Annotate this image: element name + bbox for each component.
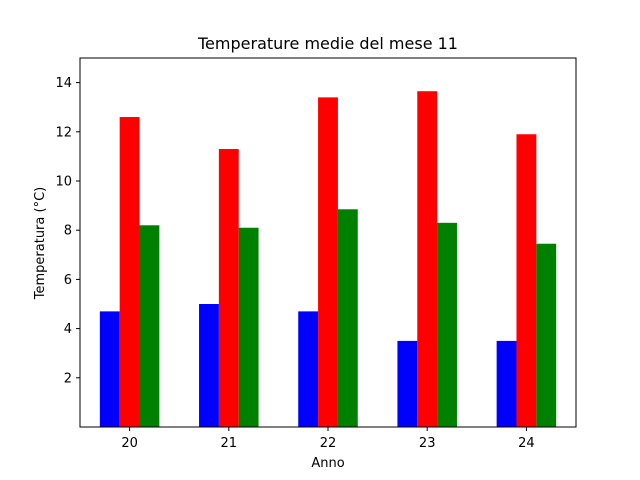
y-tick-label: 14 [55, 76, 72, 91]
y-tick-label: 6 [64, 273, 72, 288]
x-axis: 20 21 22 23 24 [121, 427, 535, 451]
bar-series-1-20 [99, 311, 120, 427]
bar-series-1-24 [496, 340, 517, 427]
bars-group [99, 91, 557, 428]
y-tick-label: 2 [64, 371, 72, 386]
x-tick-label: 20 [121, 436, 138, 451]
x-tick-label: 23 [419, 436, 436, 451]
bar-series-2-23 [417, 91, 438, 428]
bar-series-3-24 [536, 243, 557, 427]
bar-series-1-22 [298, 311, 319, 427]
chart-title: Temperature medie del mese 11 [197, 34, 458, 53]
y-axis-label: Temperatura (°C) [33, 187, 48, 300]
bar-series-2-21 [218, 149, 239, 427]
bar-series-2-24 [516, 134, 537, 427]
x-axis-label: Anno [311, 456, 344, 471]
y-tick-label: 10 [55, 175, 72, 190]
bar-series-3-22 [337, 209, 358, 427]
x-tick-label: 24 [518, 436, 535, 451]
y-axis: 2 4 6 8 10 12 14 [55, 76, 80, 386]
bar-series-2-22 [318, 97, 338, 428]
bar-series-1-23 [397, 340, 418, 427]
y-tick-label: 12 [55, 125, 72, 140]
y-tick-label: 8 [64, 224, 72, 239]
bar-series-2-20 [119, 117, 140, 427]
y-tick-label: 4 [64, 322, 72, 337]
bar-series-3-23 [437, 222, 457, 427]
bar-series-1-21 [199, 304, 219, 427]
x-tick-label: 22 [320, 436, 337, 451]
bar-series-3-21 [238, 227, 259, 427]
bar-series-3-20 [139, 225, 160, 427]
x-tick-label: 21 [221, 436, 238, 451]
